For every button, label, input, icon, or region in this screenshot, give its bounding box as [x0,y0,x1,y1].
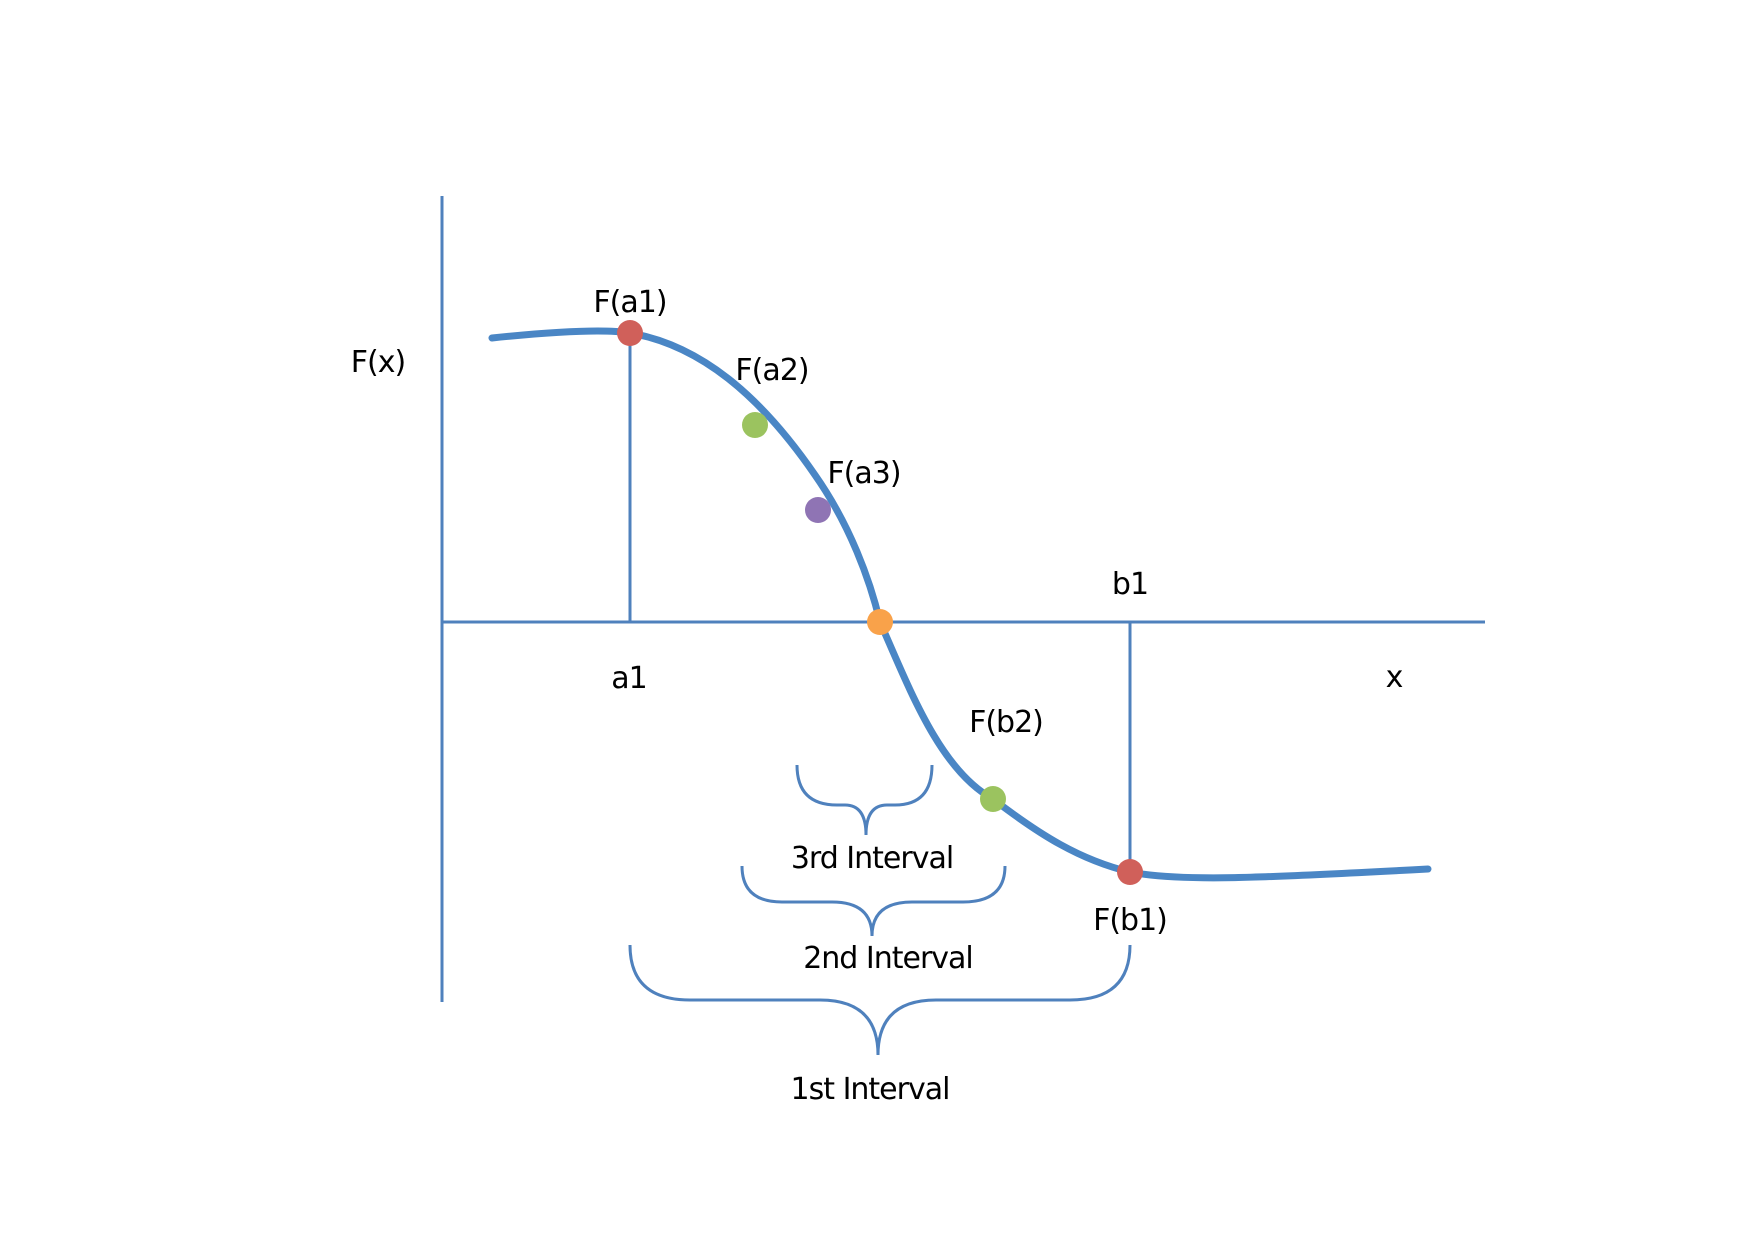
point-fa1 [617,320,643,346]
first-interval-brace [628,944,1132,1056]
fb2-label: F(b2) [969,705,1043,740]
fa1-label: F(a1) [593,285,666,320]
x-axis-label: x [1386,660,1403,695]
y-axis-label: F(x) [351,345,405,380]
third-interval-label: 3rd Interval [791,841,953,876]
b1-label: b1 [1112,567,1148,602]
point-fb1 [1117,859,1143,885]
function-curve [488,327,1432,882]
point-fa2 [742,412,768,438]
point-fa3 [805,497,831,523]
a1-label: a1 [611,661,646,696]
point-root [867,609,893,635]
point-fb2 [980,786,1006,812]
fa3-label: F(a3) [827,456,900,491]
first-interval-label: 1st Interval [791,1072,950,1107]
third-interval-brace [795,764,934,836]
fa2-label: F(a2) [735,353,808,388]
second-interval-label: 2nd Interval [803,941,973,976]
fb1-label: F(b1) [1093,903,1167,938]
second-interval-brace [740,865,1007,937]
